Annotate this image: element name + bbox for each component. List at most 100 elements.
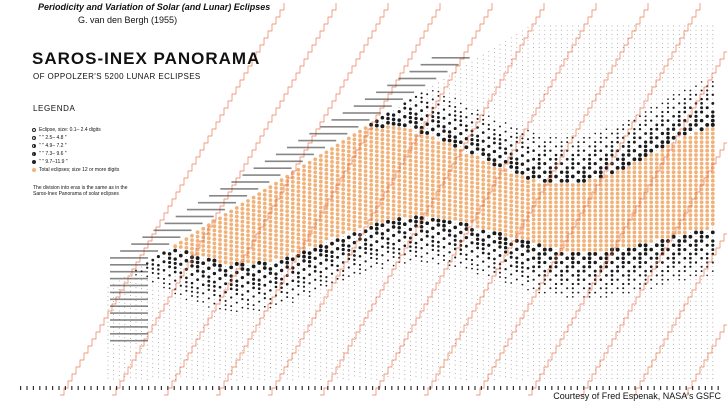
- grid-dot: [533, 42, 535, 44]
- grid-dot: [628, 360, 630, 362]
- total-eclipse-mark: [335, 212, 340, 217]
- grid-dot: [706, 270, 708, 272]
- grid-dot: [684, 369, 686, 371]
- total-eclipse-mark: [374, 127, 379, 132]
- grid-dot: [376, 245, 378, 247]
- grid-dot: [281, 265, 283, 267]
- grid-dot: [365, 321, 367, 323]
- grid-dot: [611, 85, 613, 87]
- total-eclipse-mark: [229, 239, 234, 244]
- grid-dot: [393, 372, 395, 374]
- grid-dot: [622, 115, 624, 117]
- grid-dot: [493, 116, 495, 118]
- partial-eclipse-mark: [241, 297, 244, 301]
- grid-dot: [163, 351, 165, 353]
- grid-dot: [533, 244, 535, 246]
- grid-dot: [471, 302, 473, 304]
- grid-dot: [337, 243, 339, 245]
- grid-dot: [174, 297, 176, 299]
- partial-eclipse-mark: [247, 303, 249, 306]
- grid-dot: [225, 369, 227, 371]
- grid-dot: [152, 371, 154, 373]
- partial-eclipse-mark: [252, 304, 255, 307]
- grid-dot: [622, 365, 624, 367]
- total-eclipse-mark: [408, 175, 413, 180]
- grid-dot: [639, 120, 641, 122]
- grid-dot: [432, 253, 434, 255]
- grid-dot: [505, 298, 507, 300]
- grid-dot: [661, 68, 663, 70]
- grid-dot: [516, 68, 518, 70]
- grid-dot: [538, 77, 540, 79]
- total-eclipse-mark: [397, 178, 402, 183]
- grid-dot: [342, 373, 344, 375]
- grid-dot: [247, 355, 249, 357]
- partial-eclipse-mark: [347, 248, 351, 252]
- total-eclipse-mark: [341, 148, 346, 153]
- grid-dot: [471, 255, 473, 257]
- grid-dot: [667, 274, 669, 276]
- grid-dot: [589, 322, 591, 324]
- total-eclipse-mark: [274, 237, 278, 242]
- grid-dot: [516, 244, 518, 246]
- grid-dot: [572, 141, 574, 143]
- total-eclipse-mark: [274, 242, 278, 246]
- grid-dot: [712, 257, 714, 259]
- partial-eclipse-mark: [325, 275, 328, 279]
- grid-dot: [521, 73, 523, 75]
- grid-dot: [617, 38, 619, 40]
- total-eclipse-mark: [386, 172, 390, 177]
- grid-dot: [488, 231, 490, 233]
- grid-dot: [213, 311, 215, 313]
- total-eclipse-mark: [341, 208, 346, 213]
- grid-dot: [353, 358, 355, 360]
- grid-dot: [269, 350, 271, 352]
- grid-dot: [594, 300, 596, 302]
- grid-dot: [342, 378, 344, 379]
- grid-dot: [538, 128, 540, 130]
- grid-dot: [398, 313, 400, 315]
- partial-eclipse-mark: [286, 291, 289, 294]
- total-eclipse-mark: [363, 203, 368, 208]
- grid-dot: [533, 25, 535, 27]
- total-eclipse-mark: [391, 160, 396, 165]
- grid-dot: [633, 253, 635, 255]
- grid-dot: [398, 330, 400, 332]
- grid-dot: [583, 102, 585, 104]
- total-eclipse-mark: [274, 250, 278, 255]
- partial-eclipse-mark: [369, 252, 373, 255]
- total-eclipse-mark: [279, 221, 284, 226]
- grid-dot: [393, 303, 395, 305]
- grid-dot: [286, 322, 288, 324]
- grid-dot: [605, 59, 607, 61]
- grid-dot: [381, 370, 383, 372]
- grid-dot: [437, 99, 439, 101]
- grid-dot: [454, 261, 456, 263]
- grid-dot: [236, 345, 238, 347]
- grid-dot: [113, 374, 115, 376]
- grid-dot: [465, 361, 467, 363]
- grid-dot: [633, 348, 635, 349]
- grid-dot: [348, 232, 350, 234]
- partial-eclipse-mark: [380, 115, 385, 120]
- grid-dot: [516, 94, 518, 96]
- grid-dot: [521, 34, 523, 36]
- grid-dot: [510, 286, 512, 288]
- partial-eclipse-mark: [279, 268, 284, 273]
- grid-dot: [393, 312, 395, 314]
- grid-dot: [566, 369, 568, 371]
- grid-dot: [555, 98, 557, 100]
- grid-dot: [628, 348, 630, 349]
- grid-dot: [645, 42, 647, 44]
- grid-dot: [488, 270, 490, 272]
- grid-dot: [645, 287, 647, 289]
- grid-dot: [622, 335, 624, 337]
- grid-dot: [185, 367, 187, 369]
- grid-dot: [477, 105, 479, 107]
- grid-dot: [443, 354, 445, 356]
- grid-dot: [454, 330, 456, 332]
- grid-dot: [281, 317, 283, 319]
- grid-dot: [516, 119, 518, 121]
- partial-eclipse-mark: [156, 255, 160, 259]
- grid-dot: [471, 328, 473, 330]
